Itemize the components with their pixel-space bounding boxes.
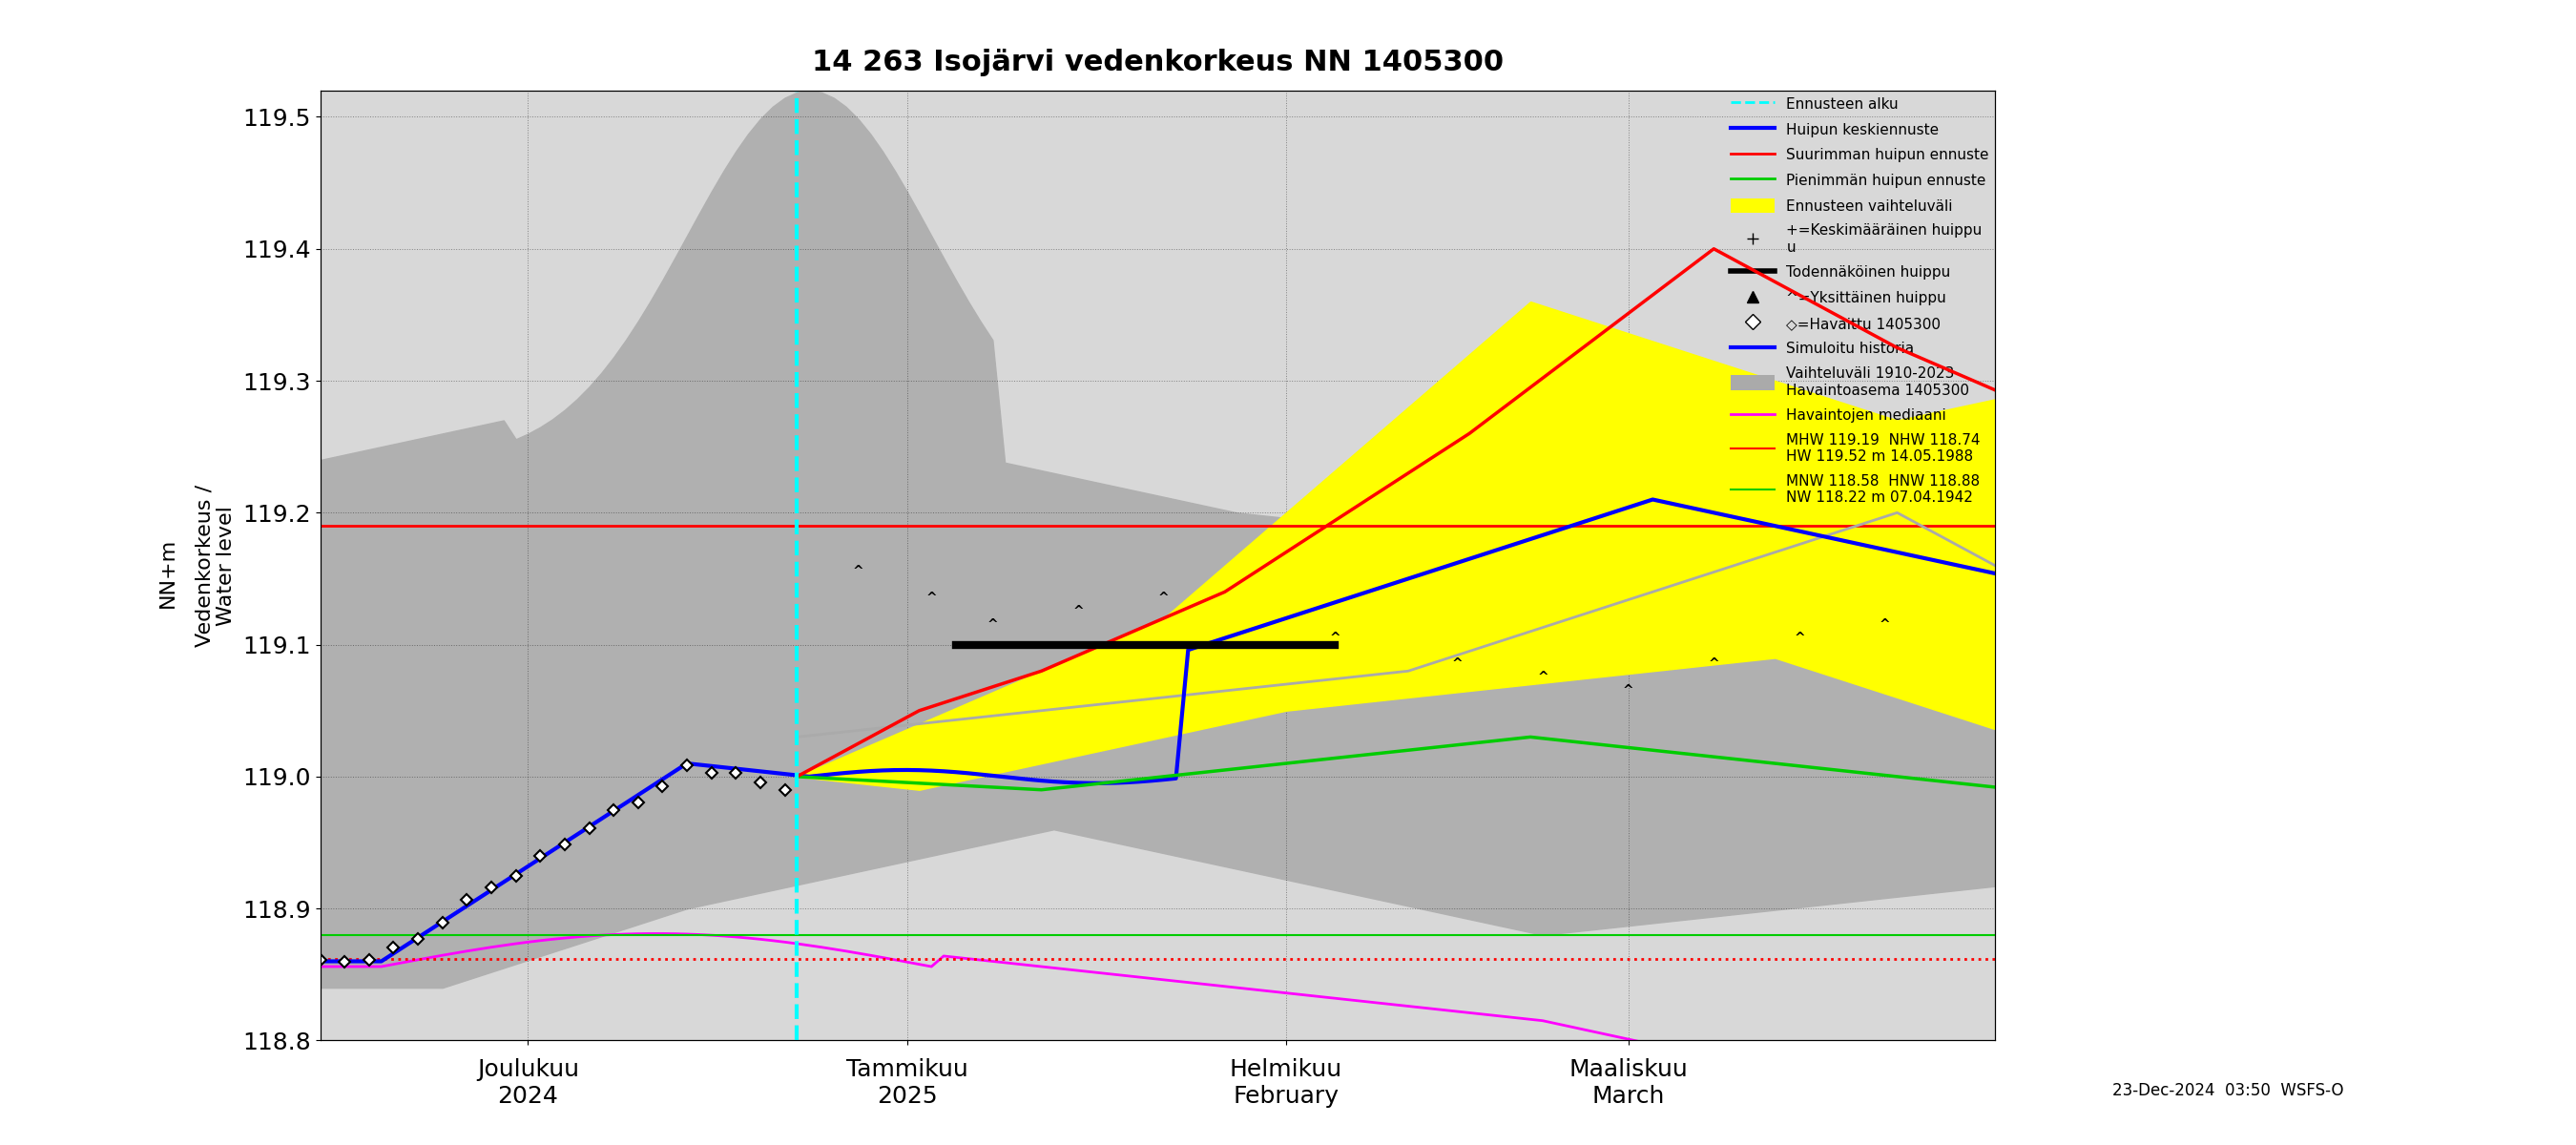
Text: ^: ^ (925, 592, 938, 605)
Text: ^: ^ (1793, 631, 1806, 645)
Text: ^: ^ (1708, 657, 1718, 671)
Text: 23-Dec-2024  03:50  WSFS-O: 23-Dec-2024 03:50 WSFS-O (2112, 1082, 2344, 1099)
Text: ^: ^ (1072, 605, 1084, 618)
Text: ^: ^ (1623, 684, 1633, 697)
Legend: Ennusteen alku, Huipun keskiennuste, Suurimman huipun ennuste, Pienimmän huipun : Ennusteen alku, Huipun keskiennuste, Suu… (1726, 90, 1994, 511)
Text: ^: ^ (1880, 618, 1891, 631)
Text: ^: ^ (1231, 645, 1242, 658)
Text: NN+m: NN+m (157, 537, 178, 608)
Text: ^: ^ (1329, 631, 1340, 645)
Text: ^: ^ (1538, 671, 1548, 685)
Text: ^: ^ (853, 566, 863, 578)
Y-axis label: Vedenkorkeus /
Water level: Vedenkorkeus / Water level (196, 484, 237, 647)
Text: ^: ^ (987, 618, 997, 631)
Text: ^: ^ (1450, 657, 1463, 671)
Title: 14 263 Isojärvi vedenkorkeus NN 1405300: 14 263 Isojärvi vedenkorkeus NN 1405300 (811, 48, 1504, 77)
Text: ^: ^ (1159, 592, 1170, 605)
